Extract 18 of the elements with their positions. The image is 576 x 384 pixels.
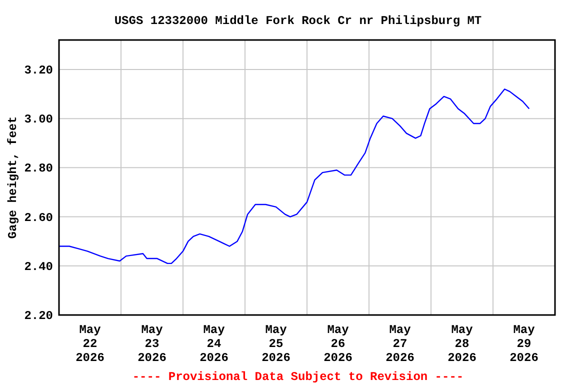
y-tick-label: 3.00 — [24, 112, 53, 127]
x-tick-label: May 23 2026 — [138, 323, 166, 365]
y-axis-title: Gage height, feet — [6, 116, 20, 239]
line-series — [58, 88, 530, 264]
x-tick-label: May 24 2026 — [200, 323, 228, 365]
y-tick-label: 3.20 — [24, 63, 53, 78]
text: ---- Provisional Data Subject to Revision ---- — [132, 370, 464, 384]
y-tick-label: 2.40 — [24, 260, 53, 274]
x-tick-label: May 26 2026 — [324, 323, 352, 365]
x-tick-label: May 25 2026 — [262, 323, 290, 365]
y-tick-label: 2.20 — [24, 309, 53, 323]
y-tick-label: 2.80 — [24, 162, 53, 176]
y-tick-label: 2.60 — [24, 210, 53, 225]
x-tick-label: May 22 2026 — [76, 323, 104, 365]
x-tick-label: May 27 2026 — [386, 323, 414, 365]
chart-title: USGS 12332000 Middle Fork Rock Cr nr Philipsburg MT — [114, 14, 482, 28]
x-tick-label: May 29 2026 — [510, 323, 538, 365]
x-tick-label: May 28 2026 — [448, 323, 476, 365]
